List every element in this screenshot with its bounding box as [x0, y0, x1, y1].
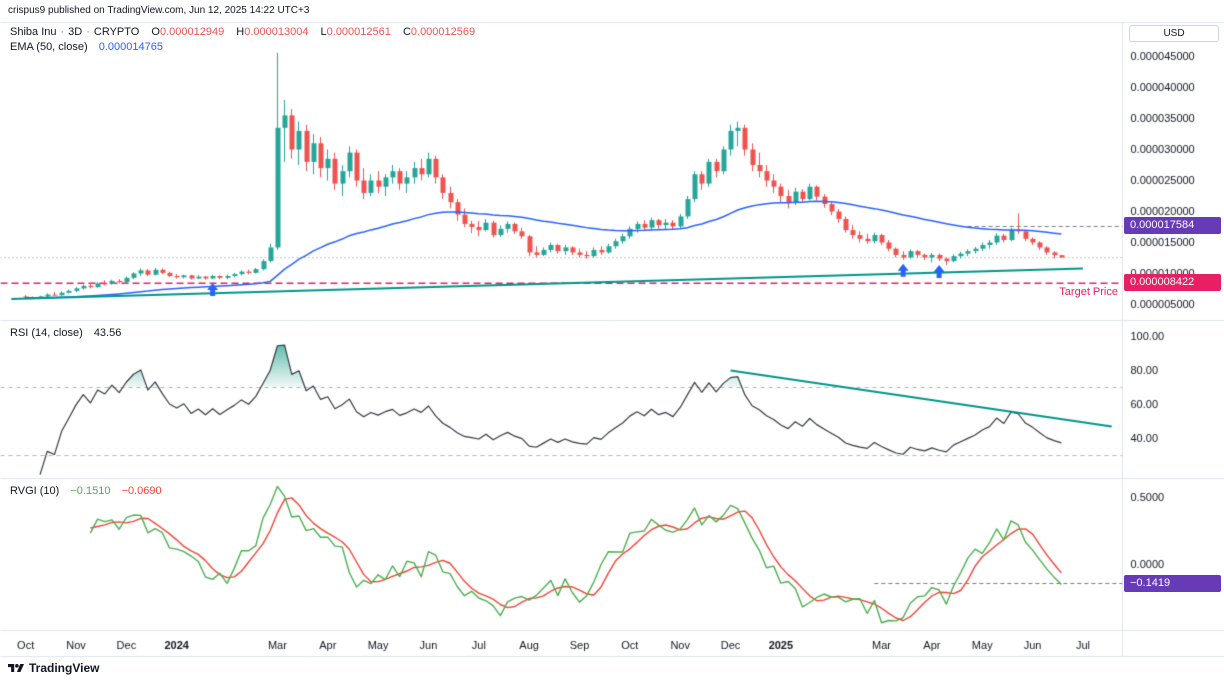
target-price-label[interactable]: Target Price — [1059, 286, 1118, 298]
footer-brand-text: TradingView — [29, 661, 100, 675]
footer-logo[interactable]: TradingView — [8, 661, 99, 675]
rsi-legend-label: RSI (14, close) — [10, 327, 83, 339]
attribution: crispus9 published on TradingView.com, J… — [8, 5, 310, 16]
rsi-legend-value: 43.56 — [93, 327, 122, 339]
rvgi-level-badge: −0.1419 — [1124, 575, 1221, 592]
ohlc-close-value: 0.000012569 — [410, 26, 476, 38]
tradingview-logo-icon — [8, 662, 24, 675]
price-legend[interactable]: Shiba Inu · 3D · CRYPTO O0.000012949 H0.0000… — [10, 25, 475, 55]
rvgi-legend-value: −0.1510 — [70, 485, 111, 497]
symbol-title: Shiba Inu — [10, 26, 57, 38]
symbol-market: CRYPTO — [93, 26, 140, 38]
ohlc-open-value: 0.000012949 — [159, 26, 225, 38]
ohlc-low-value: 0.000012561 — [326, 26, 391, 38]
legend-separator: · — [86, 26, 90, 38]
rsi-legend[interactable]: RSI (14, close) 43.56 — [10, 327, 121, 339]
ohlc-open-label: O — [151, 26, 160, 38]
legend-separator: · — [60, 26, 65, 38]
ohlc-high-value: 0.000013004 — [244, 26, 309, 38]
ohlc-close-label: C — [402, 26, 411, 38]
ema-legend-label: EMA (50, close) — [10, 41, 88, 53]
symbol-interval: 3D — [68, 26, 83, 38]
target-price-badge: 0.000008422 — [1124, 274, 1221, 291]
rvgi-legend-signal-value: −0.0690 — [121, 485, 162, 497]
rvgi-legend[interactable]: RVGI (10) −0.1510 −0.0690 — [10, 485, 162, 497]
currency-button[interactable]: USD — [1129, 25, 1219, 42]
price-level-badge: 0.000017584 — [1124, 217, 1221, 234]
ohlc-low-label: L — [320, 26, 327, 38]
rvgi-legend-label: RVGI (10) — [10, 485, 60, 497]
ohlc-high-label: H — [236, 26, 245, 38]
ema-legend-value: 0.000014765 — [98, 41, 163, 53]
